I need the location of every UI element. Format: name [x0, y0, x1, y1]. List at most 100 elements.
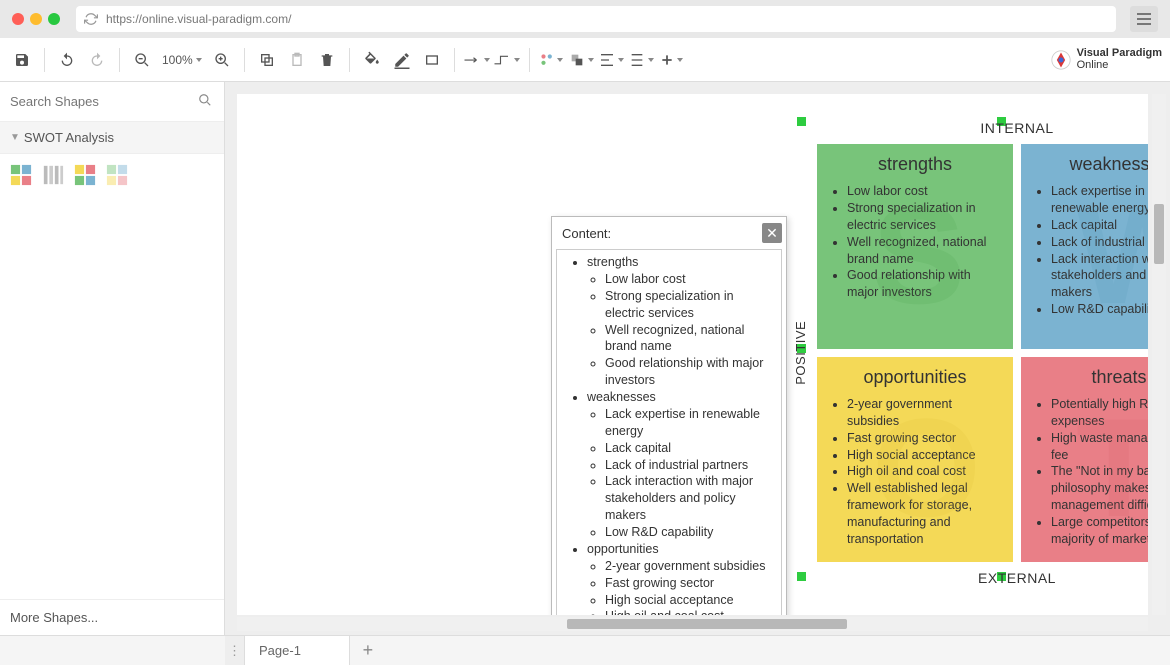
outline-item[interactable]: Lack of industrial partners — [605, 457, 769, 474]
quad-list-opportunities: 2-year government subsidiesFast growing … — [829, 396, 1001, 548]
outline-item[interactable]: Well recognized, national brand name — [605, 322, 769, 356]
swot-quadrant-weaknesses[interactable]: WweaknessesLack expertise in renewable e… — [1021, 144, 1148, 349]
insert-menu[interactable] — [538, 46, 566, 74]
zoom-in-button[interactable] — [208, 46, 236, 74]
url-bar[interactable]: https://online.visual-paradigm.com/ — [76, 6, 1116, 32]
window-max-dot[interactable] — [48, 13, 60, 25]
list-item: Large competitors get majority of market… — [1051, 514, 1148, 548]
arrange-front-button[interactable] — [568, 46, 596, 74]
selection-handle[interactable] — [797, 572, 806, 581]
horizontal-scrollbar[interactable] — [237, 617, 1148, 631]
swot-shape-2[interactable] — [42, 164, 64, 186]
swot-shape-3[interactable] — [74, 164, 96, 186]
category-header[interactable]: ▼ SWOT Analysis — [0, 122, 224, 154]
connector-straight-button[interactable] — [463, 46, 491, 74]
url-text: https://online.visual-paradigm.com/ — [106, 12, 291, 26]
vp-logo-icon — [1051, 50, 1071, 70]
more-shapes-link[interactable]: More Shapes... — [0, 599, 224, 635]
list-item: High oil and coal cost — [847, 463, 1001, 480]
zoom-level[interactable]: 100% — [158, 53, 206, 67]
search-shapes-input[interactable] — [8, 90, 216, 113]
outline-strengths[interactable]: strengthsLow labor costStrong specializa… — [587, 254, 769, 389]
page-tab-1[interactable]: Page-1 — [245, 636, 350, 665]
outline-opportunities[interactable]: opportunities2-year government subsidies… — [587, 541, 769, 615]
outline-weaknesses[interactable]: weaknessesLack expertise in renewable en… — [587, 389, 769, 541]
category-label: SWOT Analysis — [24, 130, 114, 145]
list-item: Good relationship with major investors — [847, 267, 1001, 301]
list-item: Low R&D capability — [1051, 301, 1148, 318]
redo-button[interactable] — [83, 46, 111, 74]
quad-list-strengths: Low labor costStrong specialization in e… — [829, 183, 1001, 301]
list-item: Well recognized, national brand name — [847, 234, 1001, 268]
outline-item[interactable]: Low R&D capability — [605, 524, 769, 541]
swot-quadrant-threats[interactable]: TthreatsPotentially high R&D expensesHig… — [1021, 357, 1148, 562]
swot-shape-1[interactable] — [10, 164, 32, 186]
outline-item[interactable]: High oil and coal cost — [605, 608, 769, 615]
add-page-button[interactable]: + — [350, 636, 386, 665]
undo-button[interactable] — [53, 46, 81, 74]
list-item: Lack interaction with major stakeholders… — [1051, 251, 1148, 302]
swot-shape-4[interactable] — [106, 164, 128, 186]
swot-label-internal: INTERNAL — [817, 120, 1148, 136]
outline-item[interactable]: Lack capital — [605, 440, 769, 457]
add-button[interactable] — [658, 46, 686, 74]
outline-item[interactable]: Good relationship with major investors — [605, 355, 769, 389]
browser-chrome: https://online.visual-paradigm.com/ — [0, 0, 1170, 38]
bottom-bar: ⋮ Page-1 + — [0, 635, 1170, 665]
tabs-handle[interactable]: ⋮ — [225, 636, 245, 665]
align-button[interactable] — [598, 46, 626, 74]
content-popup-title: Content: — [562, 226, 611, 241]
list-item: 2-year government subsidies — [847, 396, 1001, 430]
outline-item[interactable]: Lack interaction with major stakeholders… — [605, 473, 769, 524]
list-item: The "Not in my backyard" philosophy make… — [1051, 463, 1148, 514]
outline-item[interactable]: Fast growing sector — [605, 575, 769, 592]
outline-item[interactable]: Strong specialization in electric servic… — [605, 288, 769, 322]
outline-item[interactable]: Low labor cost — [605, 271, 769, 288]
close-button[interactable]: ✕ — [762, 223, 782, 243]
search-icon — [198, 93, 212, 107]
list-item: Strong specialization in electric servic… — [847, 200, 1001, 234]
quad-title-weaknesses: weaknesses — [1033, 154, 1148, 175]
content-textarea[interactable]: strengthsLow labor costStrong specializa… — [556, 249, 782, 615]
vertical-scrollbar[interactable] — [1152, 94, 1166, 615]
quad-title-opportunities: opportunities — [829, 367, 1001, 388]
save-button[interactable] — [8, 46, 36, 74]
shape-button[interactable] — [418, 46, 446, 74]
paste-button[interactable] — [283, 46, 311, 74]
toolbar: 100% Visual Paradigm Online — [0, 38, 1170, 82]
list-item: High social acceptance — [847, 447, 1001, 464]
shape-palette — [0, 154, 224, 196]
outline-item[interactable]: Lack expertise in renewable energy — [605, 406, 769, 440]
brand-line2: Online — [1077, 60, 1162, 72]
distribute-button[interactable] — [628, 46, 656, 74]
swot-diagram[interactable]: INTERNAL POSITIVE NEGATIVE SstrengthsLow… — [817, 144, 1148, 562]
list-item: Lack of industrial partners — [1051, 234, 1148, 251]
selection-handle[interactable] — [797, 117, 806, 126]
canvas[interactable]: INTERNAL POSITIVE NEGATIVE SstrengthsLow… — [237, 94, 1148, 615]
menu-button[interactable] — [1130, 6, 1158, 32]
window-min-dot[interactable] — [30, 13, 42, 25]
copy-button[interactable] — [253, 46, 281, 74]
canvas-area[interactable]: INTERNAL POSITIVE NEGATIVE SstrengthsLow… — [225, 82, 1170, 635]
content-editor-popup[interactable]: Content: ✕ strengthsLow labor costStrong… — [551, 216, 787, 615]
fill-color-button[interactable] — [358, 46, 386, 74]
reload-icon — [84, 12, 98, 26]
quad-list-weaknesses: Lack expertise in renewable energyLack c… — [1033, 183, 1148, 318]
window-close-dot[interactable] — [12, 13, 24, 25]
outline-item[interactable]: 2-year government subsidies — [605, 558, 769, 575]
swot-quadrant-opportunities[interactable]: Oopportunities2-year government subsidie… — [817, 357, 1013, 562]
shapes-panel: ▼ SWOT Analysis More Shapes... — [0, 82, 225, 635]
connector-elbow-button[interactable] — [493, 46, 521, 74]
brand-line1: Visual Paradigm — [1077, 48, 1162, 60]
quad-list-threats: Potentially high R&D expensesHigh waste … — [1033, 396, 1148, 548]
line-color-button[interactable] — [388, 46, 416, 74]
delete-button[interactable] — [313, 46, 341, 74]
quad-title-threats: threats — [1033, 367, 1148, 388]
swot-quadrant-strengths[interactable]: SstrengthsLow labor costStrong specializ… — [817, 144, 1013, 349]
outline-item[interactable]: High social acceptance — [605, 592, 769, 609]
list-item: Fast growing sector — [847, 430, 1001, 447]
zoom-out-button[interactable] — [128, 46, 156, 74]
swot-label-external: EXTERNAL — [817, 570, 1148, 586]
list-item: High waste management fee — [1051, 430, 1148, 464]
list-item: Well established legal framework for sto… — [847, 480, 1001, 548]
